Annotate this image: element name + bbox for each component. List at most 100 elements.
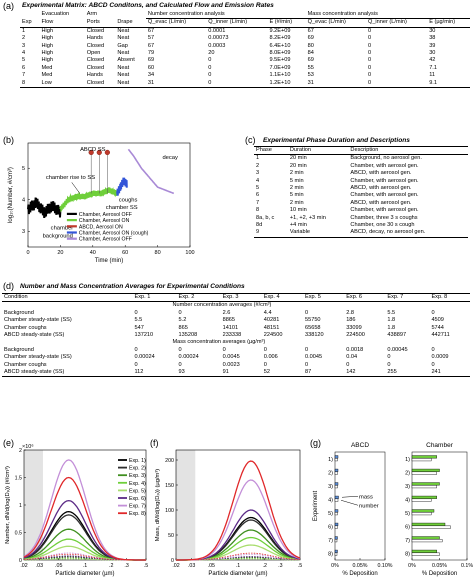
table-cell: 39: [429, 42, 436, 49]
y-tick-label: 1.5: [15, 476, 22, 482]
number-bar: [411, 485, 437, 489]
table-cell: 0: [367, 79, 372, 86]
mass-bar: [334, 522, 339, 526]
x-tick-label: .05: [208, 563, 215, 569]
y-axis-label: log₁₀(Number, #/cm³): [8, 167, 14, 223]
table-cell: 20: [208, 50, 215, 57]
row-label: 1): [328, 457, 333, 463]
legend-label: Exp. 6): [129, 496, 146, 502]
table-cell: Chamber, with aerosol gen.: [350, 162, 419, 169]
table-cell: 2.6: [222, 309, 231, 316]
panel-g-letter: (g): [310, 438, 321, 448]
table-header-cell: Exp. 1: [134, 294, 151, 300]
table-cell: +4 min: [289, 222, 307, 229]
table-cell: 0: [208, 64, 212, 71]
mass-arrow: [341, 496, 359, 498]
table-header-cell: Q_evac (L/min): [147, 19, 187, 26]
table-cell: 52: [263, 369, 271, 376]
annotation-chamber-ss: chamber SS: [106, 205, 138, 211]
table-cell: 0.0009: [431, 354, 449, 361]
chamber-distribution-line: [176, 552, 300, 561]
number-bar: [334, 471, 338, 475]
table-cell: Chamber steady-state (SS): [4, 354, 72, 361]
x-tick-label: 0.05%: [432, 563, 447, 569]
table-cell: 0: [208, 79, 212, 86]
section-label: Mass concentration averages (µg/m³): [172, 339, 266, 346]
y-tick-label: 0.5: [15, 531, 22, 537]
concentration-averages-table: Condition Exp. 1 Exp. 2 Exp. 3 Exp. 4 Exp. 5 E…: [2, 293, 470, 377]
number-size-distribution-chart: .02 .03 .05 .1 .2 .3 .5 0 0.5 1 1.5 2 Particle diame…: [5, 443, 148, 577]
table-cell: 0: [208, 57, 212, 64]
table-cell: 8: [256, 207, 260, 214]
mass-bar: [334, 468, 339, 472]
chamber-distribution-line: [176, 556, 300, 561]
table-cell: 0.0045: [304, 354, 323, 361]
table-cell: High: [41, 35, 53, 42]
table-header-cell: Exp: [22, 19, 32, 26]
table-cell: Closed: [86, 27, 105, 34]
table-cell: 5744: [431, 324, 444, 331]
y-axis-label: Number, dN/d(log(Dₚ)) (#/cm³): [5, 466, 11, 544]
legend-label: Exp. 4): [129, 481, 146, 487]
panel-f-letter: (f): [150, 438, 159, 448]
phase-row: 8d +4 min Chamber, one 30 s cough: [254, 222, 468, 229]
phase-row: 9 Variable ABCD, decay, no aerosol gen.: [254, 229, 468, 238]
number-bar: [334, 539, 338, 543]
table-header-cell: Q_inner (L/min): [208, 19, 248, 26]
x-tick-label: .1: [236, 563, 240, 569]
table-cell: 8.2E+09: [269, 35, 291, 42]
mass-annotation: mass: [359, 494, 373, 500]
panel-d-title: Number and Mass Concentration Averages f…: [20, 283, 245, 290]
table-cell: Closed: [86, 42, 105, 49]
table-cell: 60: [147, 64, 155, 71]
x-tick-label: 0.05%: [352, 563, 367, 569]
table-header-cell: Exp. 2: [178, 294, 195, 300]
table-cell: 3: [22, 42, 26, 49]
table-cell: 255: [387, 369, 397, 376]
panel-c-title: Experimental Phase Duration and Descript…: [263, 137, 410, 144]
legend-label: Chamber, Aerosol ON: [79, 218, 130, 224]
table-cell: Low: [41, 79, 52, 86]
legend-label: Exp. 2): [129, 466, 146, 472]
table-cell: 0.0045: [222, 354, 240, 361]
table-header-cell: E (µg/min): [429, 19, 456, 26]
x-tick-label: .02: [20, 563, 27, 569]
row-label: 7): [328, 538, 333, 544]
table-header-cell: E (#/min): [269, 19, 293, 26]
shaded-region: [176, 450, 196, 560]
table-cell: [2, 302, 132, 310]
table-cell: 0.04: [346, 354, 358, 361]
table-cell: 0: [304, 309, 309, 316]
row-label: 2): [328, 470, 333, 476]
table-cell: Closed: [86, 79, 105, 86]
table-cell: 865: [178, 324, 188, 331]
table-cell: 137210: [134, 332, 154, 339]
x-tick-label: .5: [298, 563, 302, 569]
annotation-coughs: coughs: [119, 197, 138, 203]
table-cell: 0.00024: [134, 354, 155, 361]
table-cell: Chamber, three 3 s coughs: [350, 214, 418, 221]
table-cell: 5 min: [289, 192, 304, 199]
row-label: 2): [405, 470, 410, 476]
legend-label: Exp. 8): [129, 511, 146, 517]
shaded-region: [24, 450, 43, 560]
table-cell: Variable: [289, 229, 310, 236]
table-cell: 6: [256, 192, 260, 199]
x-axis-label: % Deposition: [342, 571, 377, 577]
mass-bar: [334, 536, 338, 540]
table-cell: 0.00024: [178, 354, 199, 361]
experiment-row: 3 High Closed Gap 67 0.0003 6.4E+10 80 0 39: [20, 43, 470, 50]
table-cell: Hands: [86, 35, 103, 42]
mass-size-distribution-chart: .02 .03 .05 .1 .2 .3 .5 0 50 100 150 200 Particle di…: [155, 449, 302, 577]
table-cell: Neat: [117, 27, 130, 34]
table-cell: 0: [387, 354, 391, 361]
legend-label: ABCD, Aerosol ON: [79, 224, 123, 230]
table-cell: 0.00073: [208, 35, 229, 42]
mass-bar: [411, 482, 440, 486]
table-cell: High: [41, 57, 53, 64]
number-group-header: Number concentration analysis: [145, 11, 306, 20]
header-arm: Arm: [86, 11, 97, 18]
legend-label: Exp. 3): [129, 473, 146, 479]
abcd-point: [88, 149, 94, 156]
mass-bar: [334, 495, 339, 499]
